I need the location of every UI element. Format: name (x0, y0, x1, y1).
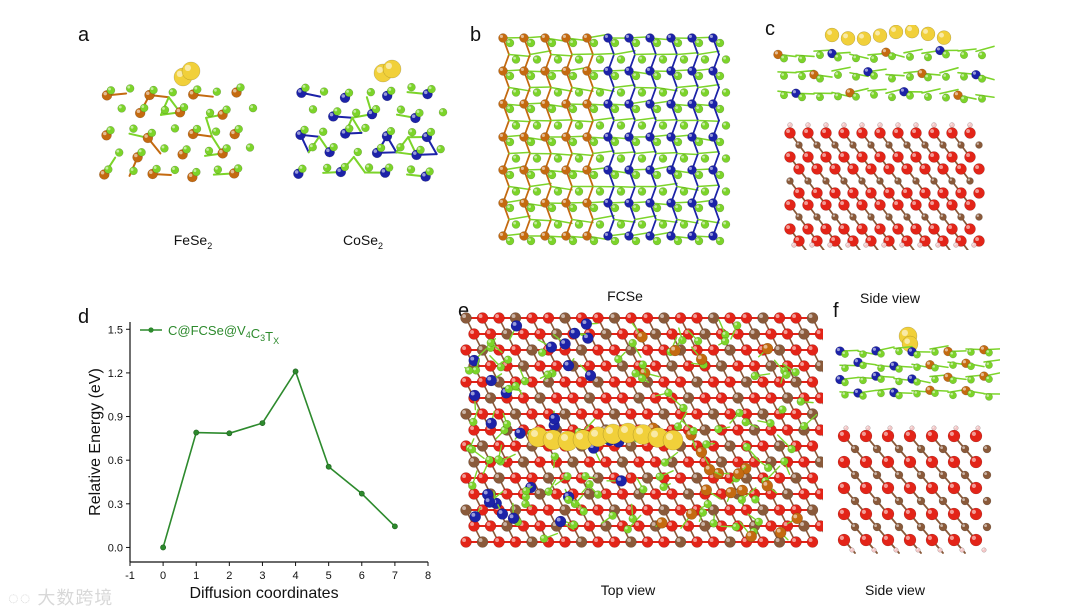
panel-letter-f: f (833, 300, 839, 322)
watermark-logo: ◌◌ 大数跨境 (8, 584, 113, 610)
side-view-f-structure-image (835, 326, 1000, 554)
watermark-text: 大数跨境 (37, 588, 114, 608)
series-line (162, 369, 396, 548)
x-tick-label: 1 (193, 570, 199, 582)
caption-cose2: CoSe2 (342, 232, 384, 251)
panel-letter-e: e (458, 300, 470, 322)
panel-letter-c: c (765, 18, 775, 40)
fese2-structure-image (99, 61, 258, 183)
data-point (391, 523, 398, 530)
data-point (193, 429, 200, 436)
x-tick-label: 0 (160, 570, 166, 582)
cose2-structure-image (293, 59, 448, 182)
data-point (160, 544, 167, 551)
panel-letter-a: a (78, 24, 90, 46)
x-tick-label: 7 (392, 570, 398, 582)
caption-fese2: FeSe2 (173, 232, 213, 251)
watermark-icon: ◌◌ (8, 588, 38, 608)
data-point (358, 490, 365, 497)
y-tick-label: 1.5 (108, 324, 123, 336)
data-point (226, 430, 233, 437)
x-tick-label: 5 (326, 570, 332, 582)
y-tick-label: 0.3 (108, 499, 123, 511)
y-tick-label: 1.2 (108, 368, 123, 380)
legend-label: C@FCSe@V4C3TX (168, 323, 279, 346)
y-tick-label: 0.9 (108, 412, 123, 424)
caption-fcse: FCSe (607, 288, 643, 304)
chart-legend: C@FCSe@V4C3TX (140, 323, 279, 346)
y-axis-label: Relative Energy (eV) (87, 368, 104, 516)
caption-side-view-f: Side view (865, 582, 925, 598)
panel-letter-d: d (78, 306, 90, 328)
x-tick-label: 3 (259, 570, 265, 582)
x-axis-label: Diffusion coordinates (189, 585, 338, 600)
x-tick-label: 4 (292, 570, 298, 582)
x-tick-label: 6 (359, 570, 365, 582)
side-view-c-structure-image (773, 25, 995, 250)
top-view-structure-image (460, 312, 823, 548)
fcse-structure-image (498, 33, 731, 246)
caption-side-view-c: Side view (860, 290, 920, 306)
energy-profile-chart: -1 0 1 2 3 4 5 6 7 8 0.0 0.3 0.6 0.9 1.2 1.5 Diffusion c… (87, 322, 431, 600)
chart-axes: -1 0 1 2 3 4 5 6 7 8 0.0 0.3 0.6 0.9 1.2 1.5 (108, 322, 431, 582)
x-tick-label: 2 (226, 570, 232, 582)
x-tick-label: -1 (125, 570, 135, 582)
y-tick-label: 0.0 (108, 542, 123, 554)
panel-letter-b: b (470, 24, 482, 46)
y-tick-label: 0.6 (108, 455, 123, 467)
legend-marker (148, 327, 154, 333)
data-point (259, 420, 266, 426)
data-point (292, 368, 299, 375)
data-point (325, 463, 332, 470)
caption-top-view: Top view (600, 582, 656, 598)
x-tick-label: 8 (425, 570, 431, 582)
